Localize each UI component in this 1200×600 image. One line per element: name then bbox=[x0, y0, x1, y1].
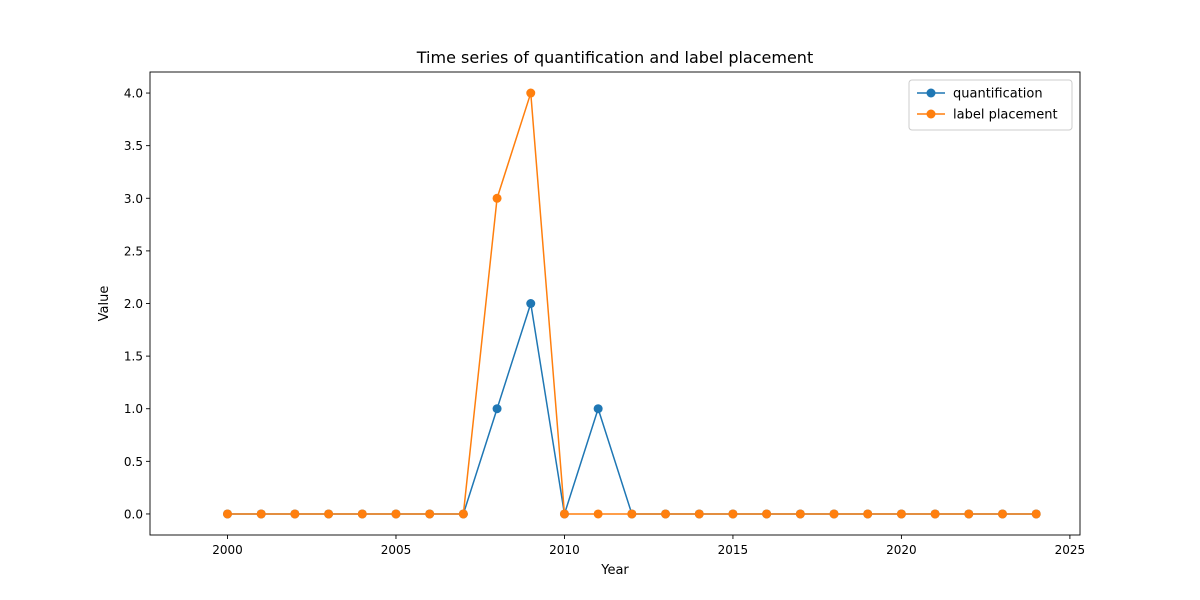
chart-title: Time series of quantification and label … bbox=[416, 48, 813, 67]
y-tick-label: 3.0 bbox=[124, 192, 143, 206]
series-2-point bbox=[964, 509, 974, 519]
series-2-point bbox=[863, 509, 873, 519]
y-tick-label: 4.0 bbox=[124, 87, 143, 101]
legend-marker bbox=[926, 109, 936, 119]
series-1-point bbox=[593, 404, 603, 414]
x-tick-label: 2000 bbox=[212, 543, 243, 557]
series-2-point bbox=[458, 509, 468, 519]
x-tick-label: 2015 bbox=[718, 543, 749, 557]
series-2-point bbox=[1031, 509, 1041, 519]
y-tick-label: 1.5 bbox=[124, 350, 143, 364]
legend-label: label placement bbox=[953, 108, 1058, 123]
y-tick-label: 0.0 bbox=[124, 507, 143, 521]
y-tick-label: 2.5 bbox=[124, 244, 143, 258]
x-tick-label: 2010 bbox=[549, 543, 580, 557]
series-2-point bbox=[930, 509, 940, 519]
legend: quantification label placement bbox=[908, 79, 1073, 131]
x-tick-label: 2025 bbox=[1055, 543, 1086, 557]
legend-box bbox=[908, 79, 1073, 131]
series-2-point bbox=[526, 88, 536, 98]
series-2-point bbox=[829, 509, 839, 519]
axes-frame bbox=[149, 71, 1081, 536]
series-2-point bbox=[324, 509, 334, 519]
series-2-point bbox=[223, 509, 232, 519]
series-2-point bbox=[795, 509, 805, 519]
plot-area: 2000 2005 2010 2015 2020 2025 0.0 0.5 1.0 1.5 2.0 2… bbox=[124, 71, 1086, 557]
series-1-point bbox=[492, 404, 502, 414]
series-2-point bbox=[357, 509, 367, 519]
series-2-point bbox=[492, 193, 502, 203]
series-2-point bbox=[627, 509, 637, 519]
series-2-point bbox=[391, 509, 401, 519]
y-tick-label: 2.0 bbox=[124, 297, 143, 311]
legend-marker bbox=[926, 88, 936, 98]
y-tick-label: 0.5 bbox=[124, 455, 143, 469]
series-2-point bbox=[256, 509, 266, 519]
legend-label: quantification bbox=[953, 87, 1043, 102]
y-axis-label: Value bbox=[97, 286, 112, 322]
series-2-point bbox=[998, 509, 1007, 519]
series-1-point bbox=[526, 299, 536, 308]
y-tick-label: 1.0 bbox=[124, 402, 143, 416]
y-tick-label: 3.5 bbox=[124, 139, 143, 153]
series-2-point bbox=[559, 509, 569, 519]
series-2-point bbox=[728, 509, 738, 519]
series-2-point bbox=[593, 509, 603, 519]
series-line-2 bbox=[227, 92, 1037, 515]
series-line-1 bbox=[227, 302, 1037, 515]
series-2-point bbox=[290, 509, 300, 519]
series-2-point bbox=[762, 509, 772, 519]
series-2-point bbox=[694, 509, 704, 519]
x-tick-label: 2020 bbox=[886, 543, 917, 557]
x-tick-label: 2005 bbox=[381, 543, 412, 557]
series-2-point bbox=[896, 509, 906, 519]
x-axis-label: Year bbox=[600, 563, 629, 578]
series-2-point bbox=[661, 509, 671, 519]
series-2-point bbox=[425, 509, 435, 519]
